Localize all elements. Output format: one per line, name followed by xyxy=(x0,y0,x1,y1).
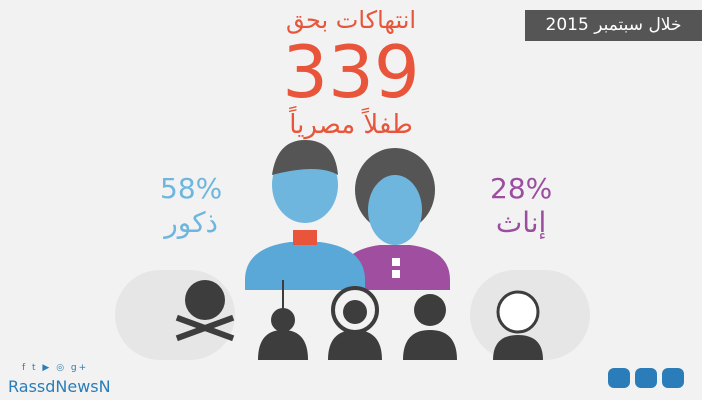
girls-stat: 28% إناث xyxy=(490,172,552,240)
skull-crossbones-icon xyxy=(175,280,235,342)
date-label: خلال سبتمبر 2015 xyxy=(525,10,702,41)
headline-line1: انتهاكات بحق xyxy=(285,6,417,34)
assaulted-person-icon xyxy=(403,294,457,360)
girls-percent: 28% xyxy=(490,172,553,205)
boys-stat: 58% ذكور xyxy=(160,172,222,240)
target-person-icon xyxy=(328,286,382,360)
boys-label: ذكور xyxy=(164,206,219,239)
brand-handle: RassdNewsN xyxy=(8,377,111,396)
girl-figure xyxy=(340,148,450,290)
injured-child-icon xyxy=(493,290,543,360)
illustration xyxy=(115,140,590,360)
girls-label: إناث xyxy=(495,206,547,239)
headline-line2: طفلاً مصرياً xyxy=(289,110,413,140)
boys-percent: 58% xyxy=(160,172,223,205)
hanged-person-icon xyxy=(258,280,308,360)
social-icons[interactable]: f t ▶ ◎ g+ xyxy=(22,363,89,373)
rassd-logo xyxy=(608,368,684,388)
headline-number: 339 xyxy=(282,30,420,114)
boy-figure xyxy=(245,140,365,290)
